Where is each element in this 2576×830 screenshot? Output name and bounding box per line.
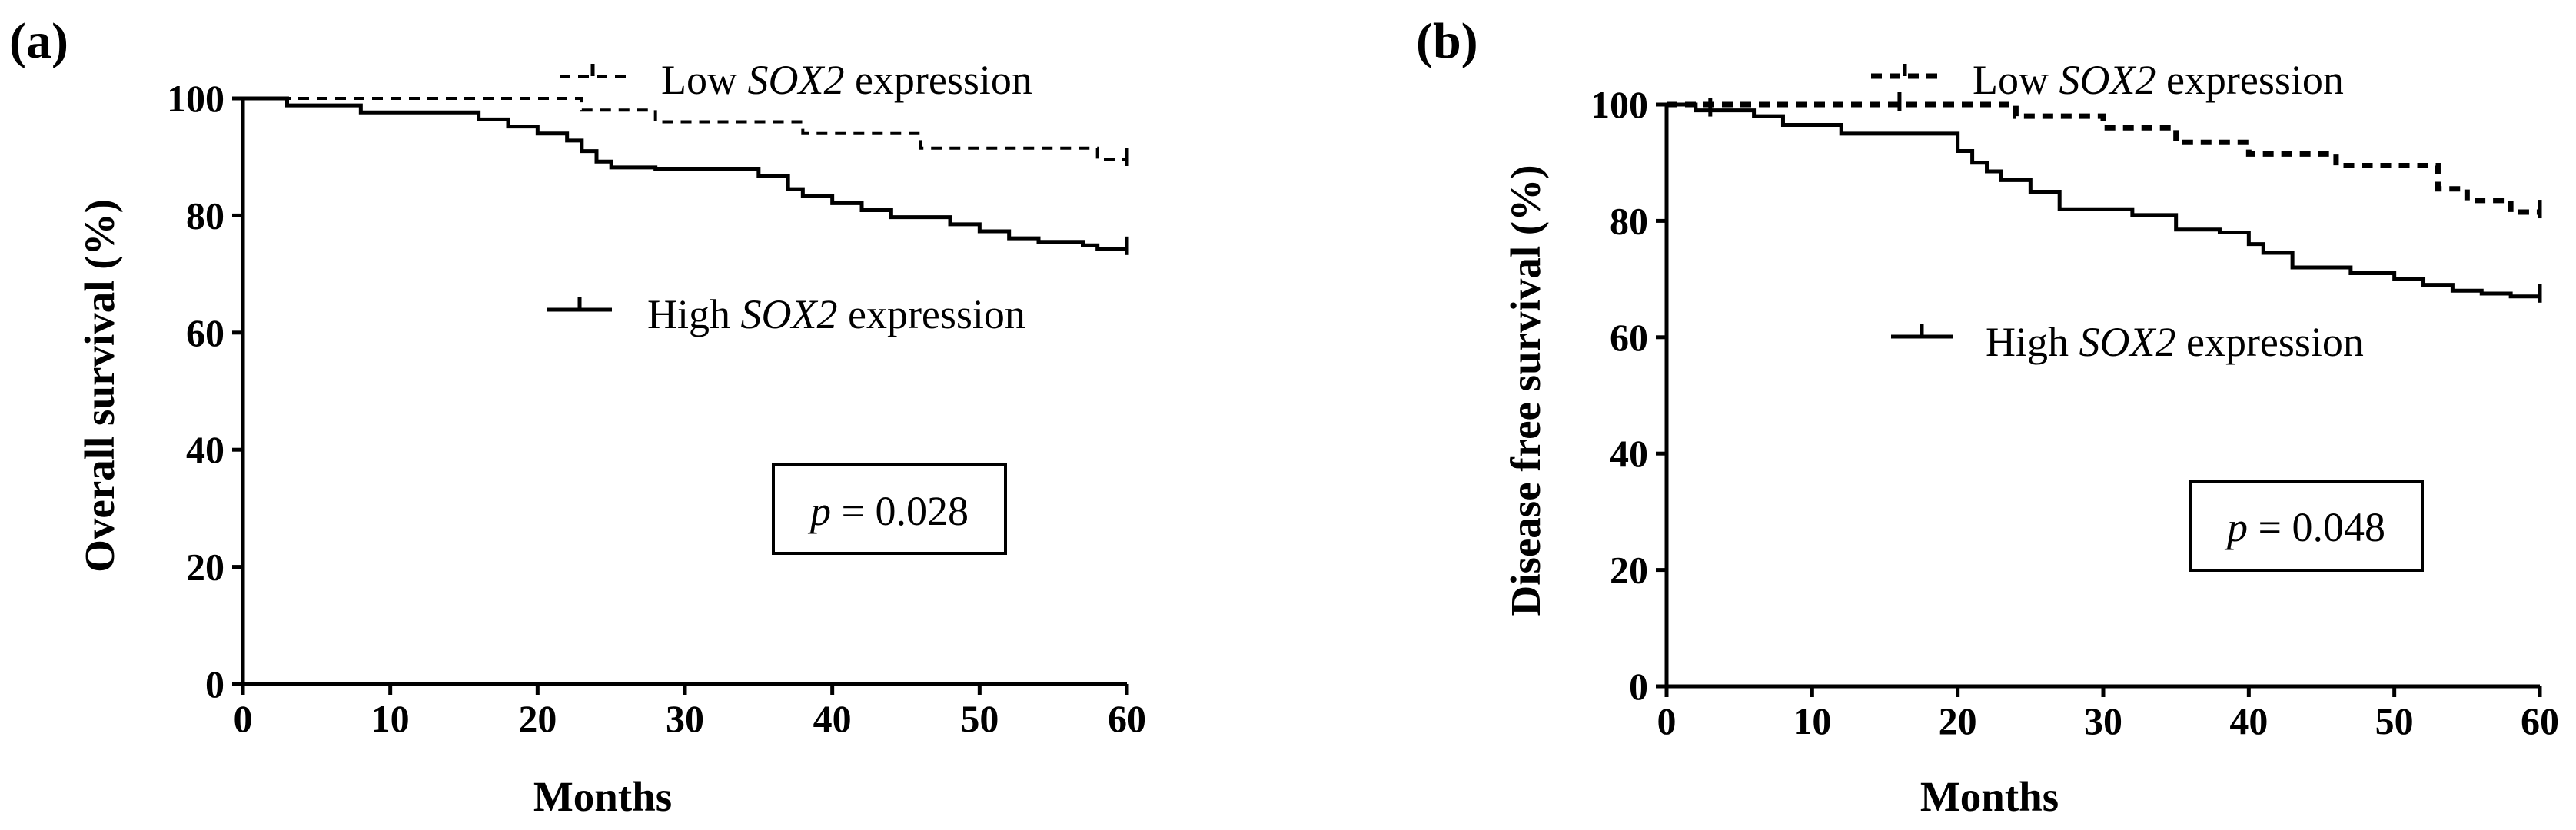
x-tick-label: 60	[2521, 699, 2559, 742]
x-tick-label: 30	[666, 697, 704, 740]
y-axis-title: Disease free survival (%)	[1502, 164, 1549, 616]
series-line-high	[243, 96, 1127, 251]
y-tick-label: 40	[1610, 432, 1648, 475]
legend-label-high: High SOX2 expression	[1986, 319, 2364, 365]
panel-label: (b)	[1416, 13, 1478, 69]
y-tick-label: 80	[186, 194, 224, 237]
legend-swatch-high	[547, 297, 612, 312]
series-line-low	[1667, 101, 2540, 215]
p-value-frame	[2189, 480, 2424, 572]
x-tick-label: 20	[518, 697, 557, 740]
p-value-label: p = 0.048	[2224, 504, 2385, 550]
tick-labels: 0 10 20 30 40 50 60 0 20 40 60 80 100	[1590, 83, 2559, 742]
y-tick-label: 20	[1610, 549, 1648, 592]
y-tick-label: 40	[186, 428, 224, 471]
p-value-label: p = 0.028	[807, 488, 969, 534]
series-group	[243, 96, 1129, 255]
y-tick-label: 60	[1610, 316, 1648, 359]
y-tick-label: 60	[186, 311, 224, 354]
x-tick-label: 50	[960, 697, 999, 740]
legend-swatch-low	[1871, 64, 1939, 79]
x-tick-label: 10	[1793, 699, 1831, 742]
legend-swatch-high	[1891, 324, 1953, 339]
legend-label-high: High SOX2 expression	[647, 291, 1025, 337]
x-tick-label: 40	[2229, 699, 2268, 742]
y-tick-label: 80	[1610, 199, 1648, 242]
legend: Low SOX2 expression High SOX2 expression	[547, 57, 1032, 337]
legend-label-low: Low SOX2 expression	[1973, 57, 2344, 103]
y-tick-label: 0	[1629, 665, 1648, 708]
x-tick-label: 60	[1108, 697, 1146, 740]
x-tick-label: 40	[813, 697, 852, 740]
y-tick-label: 100	[167, 77, 224, 120]
legend: Low SOX2 expression High SOX2 expression	[1871, 57, 2364, 365]
y-tick-label: 20	[186, 546, 224, 589]
legend-swatch-low	[560, 64, 626, 78]
p-value-box: p = 0.028	[772, 463, 1007, 555]
axes	[232, 96, 1129, 695]
legend-label-low: Low SOX2 expression	[661, 57, 1032, 103]
p-value-box: p = 0.048	[2189, 480, 2424, 572]
tick-labels: 0 10 20 30 40 50 60 0 20 40 60 80 100	[167, 77, 1146, 740]
x-axis-title: Months	[1920, 773, 2059, 820]
panel-label: (a)	[9, 13, 68, 69]
series-line-high	[1667, 102, 2540, 299]
y-axis-title: Overall survival (%)	[76, 199, 123, 573]
series-group	[1667, 92, 2542, 303]
axes	[1656, 102, 2542, 697]
p-value-frame	[772, 463, 1007, 555]
panel-b: (b) 0 10 20 30 40 50 60 0 20 40 60 80 100 Months Dis…	[1416, 13, 2559, 820]
x-tick-label: 0	[1657, 699, 1677, 742]
x-tick-label: 0	[234, 697, 253, 740]
x-axis-title: Months	[533, 773, 672, 820]
x-tick-label: 30	[2084, 699, 2122, 742]
x-tick-label: 50	[2375, 699, 2414, 742]
y-tick-label: 100	[1590, 83, 1648, 126]
y-tick-label: 0	[205, 662, 224, 706]
series-line-low	[243, 97, 1127, 162]
x-tick-label: 20	[1939, 699, 1977, 742]
panel-a: (a) 0 10 20 30 40 50 60 0 20 40 60 80 100 Months Ove…	[9, 13, 1146, 820]
x-tick-label: 10	[371, 697, 410, 740]
